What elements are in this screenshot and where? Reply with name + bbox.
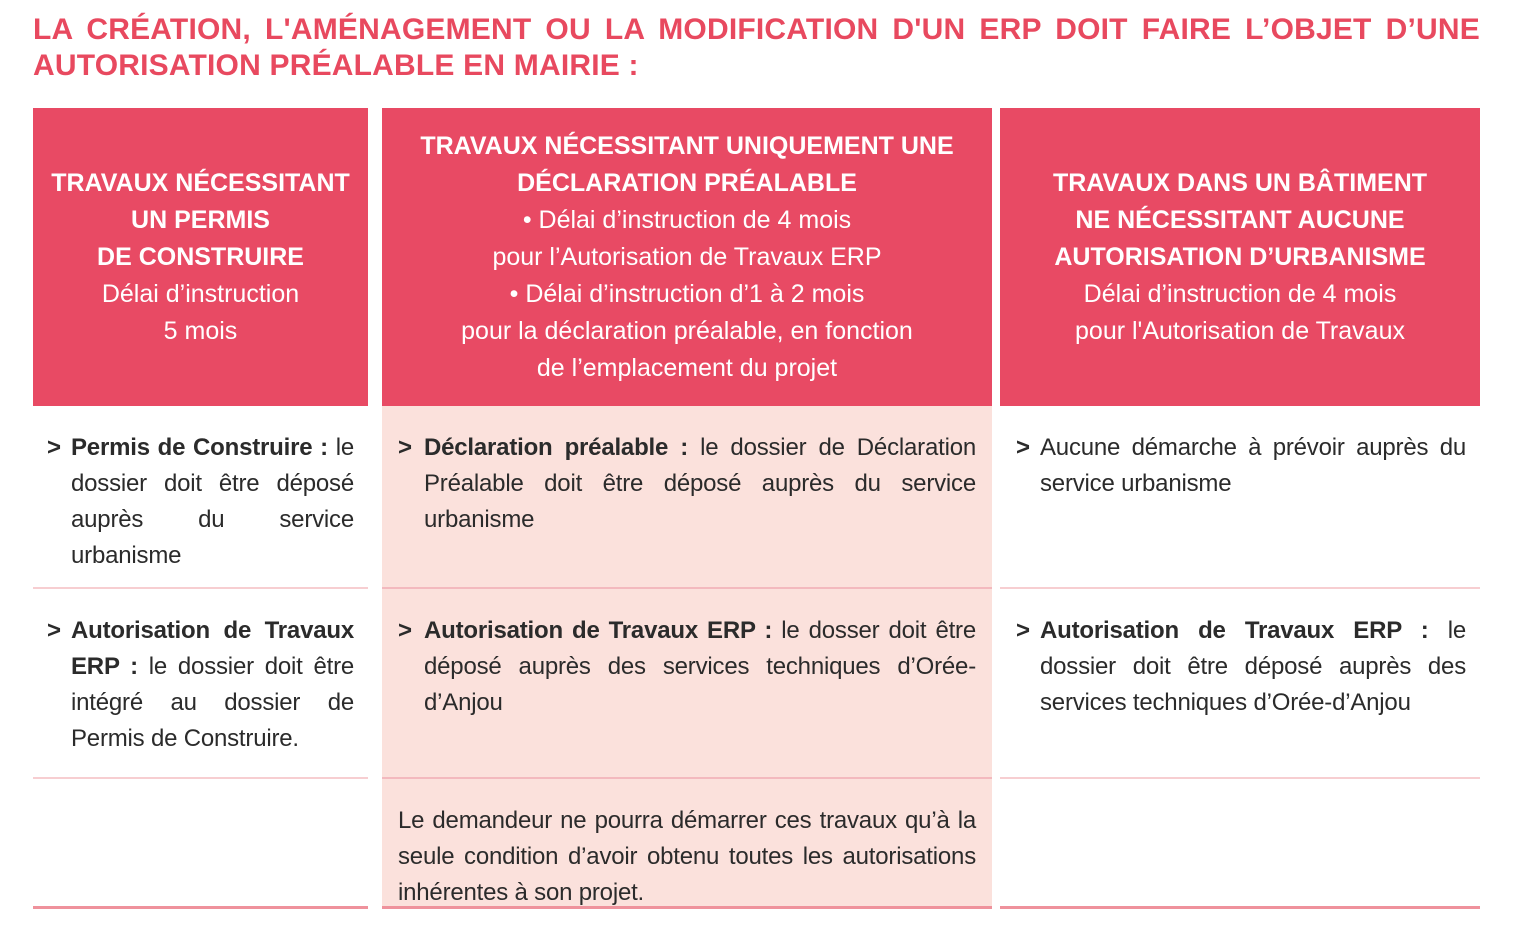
header-subtitle: • Délai d’instruction de 4 mois pour l’A…	[392, 202, 982, 387]
header-subtitle-line: Délai d’instruction	[101, 279, 300, 308]
chevron-marker: >	[398, 434, 412, 461]
cell-bold-lead: Déclaration préalable :	[424, 434, 689, 461]
cell-paragraph: > Autorisation de Travaux ERP : le dossi…	[47, 613, 354, 757]
cell-declaration-prealable: > Déclaration préalable : le dossier de …	[382, 406, 992, 589]
cell-bold-lead: Autorisation de Travaux ERP :	[71, 617, 354, 680]
header-title-line: TRAVAUX NÉCESSITANT UNIQUEMENT UNE	[420, 131, 954, 160]
chevron-marker: >	[47, 434, 61, 461]
cell-bold-lead: Autorisation de Travaux ERP :	[424, 617, 773, 644]
header-title: TRAVAUX NÉCESSITANT UNIQUEMENT UNE DÉCLA…	[392, 128, 982, 202]
cell-text: le dossier doit être déposé auprès des s…	[1040, 617, 1467, 716]
cell-text: le dossier doit être intégré au dossier …	[71, 653, 355, 752]
column-header-aucune-autorisation: TRAVAUX DANS UN BÂTIMENT NE NÉCESSITANT …	[1000, 108, 1480, 406]
cell-paragraph: > Autorisation de Travaux ERP : le dosse…	[398, 613, 976, 721]
column-declaration-prealable: TRAVAUX NÉCESSITANT UNIQUEMENT UNE DÉCLA…	[382, 108, 992, 909]
cell-text: Aucune démarche à prévoir auprès du serv…	[1040, 434, 1466, 497]
header-title-line: TRAVAUX NÉCESSITANT	[51, 168, 350, 197]
header-subtitle-line: de l’emplacement du projet	[536, 353, 838, 382]
header-subtitle: Délai d’instruction 5 mois	[43, 276, 358, 350]
chevron-marker: >	[47, 617, 61, 644]
header-title: TRAVAUX NÉCESSITANT UN PERMIS DE CONSTRU…	[43, 165, 358, 276]
header-title-line: DE CONSTRUIRE	[97, 242, 304, 271]
chevron-marker: >	[1016, 617, 1030, 644]
cell-paragraph: > Aucune démarche à prévoir auprès du se…	[1016, 430, 1466, 502]
cell-bold-lead: Permis de Construire :	[71, 434, 328, 461]
header-title-line: UN PERMIS	[131, 205, 270, 234]
column-aucune-autorisation: TRAVAUX DANS UN BÂTIMENT NE NÉCESSITANT …	[1000, 108, 1480, 909]
page-title: LA CRÉATION, L'AMÉNAGEMENT OU LA MODIFIC…	[33, 12, 1480, 84]
header-subtitle-line: • Délai d’instruction de 4 mois	[522, 205, 852, 234]
chevron-marker: >	[1016, 434, 1030, 461]
header-title-line: DÉCLARATION PRÉALABLE	[517, 168, 857, 197]
header-subtitle-line: pour l'Autorisation de Travaux	[1075, 316, 1405, 345]
cell-paragraph: > Permis de Construire : le dossier doit…	[47, 430, 354, 574]
cell-paragraph: > Déclaration préalable : le dossier de …	[398, 430, 976, 538]
header-subtitle-line: • Délai d’instruction d’1 à 2 mois	[509, 279, 865, 308]
header-subtitle-line: pour la déclaration préalable, en foncti…	[461, 316, 913, 345]
cell-autorisation-travaux-erp: > Autorisation de Travaux ERP : le dossi…	[1000, 589, 1480, 779]
header-subtitle-line: 5 mois	[163, 316, 238, 345]
cell-text: le dossier de Déclaration Préalable doit…	[424, 434, 976, 533]
header-subtitle-line: Délai d’instruction de 4 mois	[1083, 279, 1397, 308]
cell-paragraph: Le demandeur ne pourra démarrer ces trav…	[398, 803, 976, 906]
cell-autorisation-travaux-erp: > Autorisation de Travaux ERP : le dossi…	[33, 589, 368, 779]
header-subtitle: Délai d’instruction de 4 mois pour l'Aut…	[1010, 276, 1470, 350]
cell-autorisation-travaux-erp: > Autorisation de Travaux ERP : le dosse…	[382, 589, 992, 779]
header-title: TRAVAUX DANS UN BÂTIMENT NE NÉCESSITANT …	[1010, 165, 1470, 276]
erp-authorization-table: TRAVAUX NÉCESSITANT UN PERMIS DE CONSTRU…	[33, 108, 1480, 909]
cell-aucune-demarche: > Aucune démarche à prévoir auprès du se…	[1000, 406, 1480, 589]
column-header-declaration-prealable: TRAVAUX NÉCESSITANT UNIQUEMENT UNE DÉCLA…	[382, 108, 992, 406]
header-title-line: NE NÉCESSITANT AUCUNE	[1075, 205, 1405, 234]
cell-text: le dosser doit être déposé auprès des se…	[424, 617, 976, 716]
header-title-line: AUTORISATION D’URBANISME	[1054, 242, 1426, 271]
cell-empty	[33, 779, 368, 909]
cell-text: Le demandeur ne pourra démarrer ces trav…	[398, 807, 976, 906]
column-header-permis-de-construire: TRAVAUX NÉCESSITANT UN PERMIS DE CONSTRU…	[33, 108, 368, 406]
page-title-line-1: LA CRÉATION, L'AMÉNAGEMENT OU LA MODIFIC…	[33, 13, 1480, 46]
page-title-line-2: AUTORISATION PRÉALABLE EN MAIRIE :	[33, 49, 639, 82]
header-subtitle-line: pour l’Autorisation de Travaux ERP	[492, 242, 882, 271]
cell-text: le dossier doit être déposé auprès du se…	[71, 434, 354, 569]
chevron-marker: >	[398, 617, 412, 644]
cell-bold-lead: Autorisation de Travaux ERP :	[1040, 617, 1429, 644]
cell-paragraph: > Autorisation de Travaux ERP : le dossi…	[1016, 613, 1466, 721]
cell-note-demandeur: Le demandeur ne pourra démarrer ces trav…	[382, 779, 992, 909]
cell-permis-de-construire: > Permis de Construire : le dossier doit…	[33, 406, 368, 589]
column-permis-de-construire: TRAVAUX NÉCESSITANT UN PERMIS DE CONSTRU…	[33, 108, 368, 909]
header-title-line: TRAVAUX DANS UN BÂTIMENT	[1052, 168, 1428, 197]
cell-empty	[1000, 779, 1480, 909]
